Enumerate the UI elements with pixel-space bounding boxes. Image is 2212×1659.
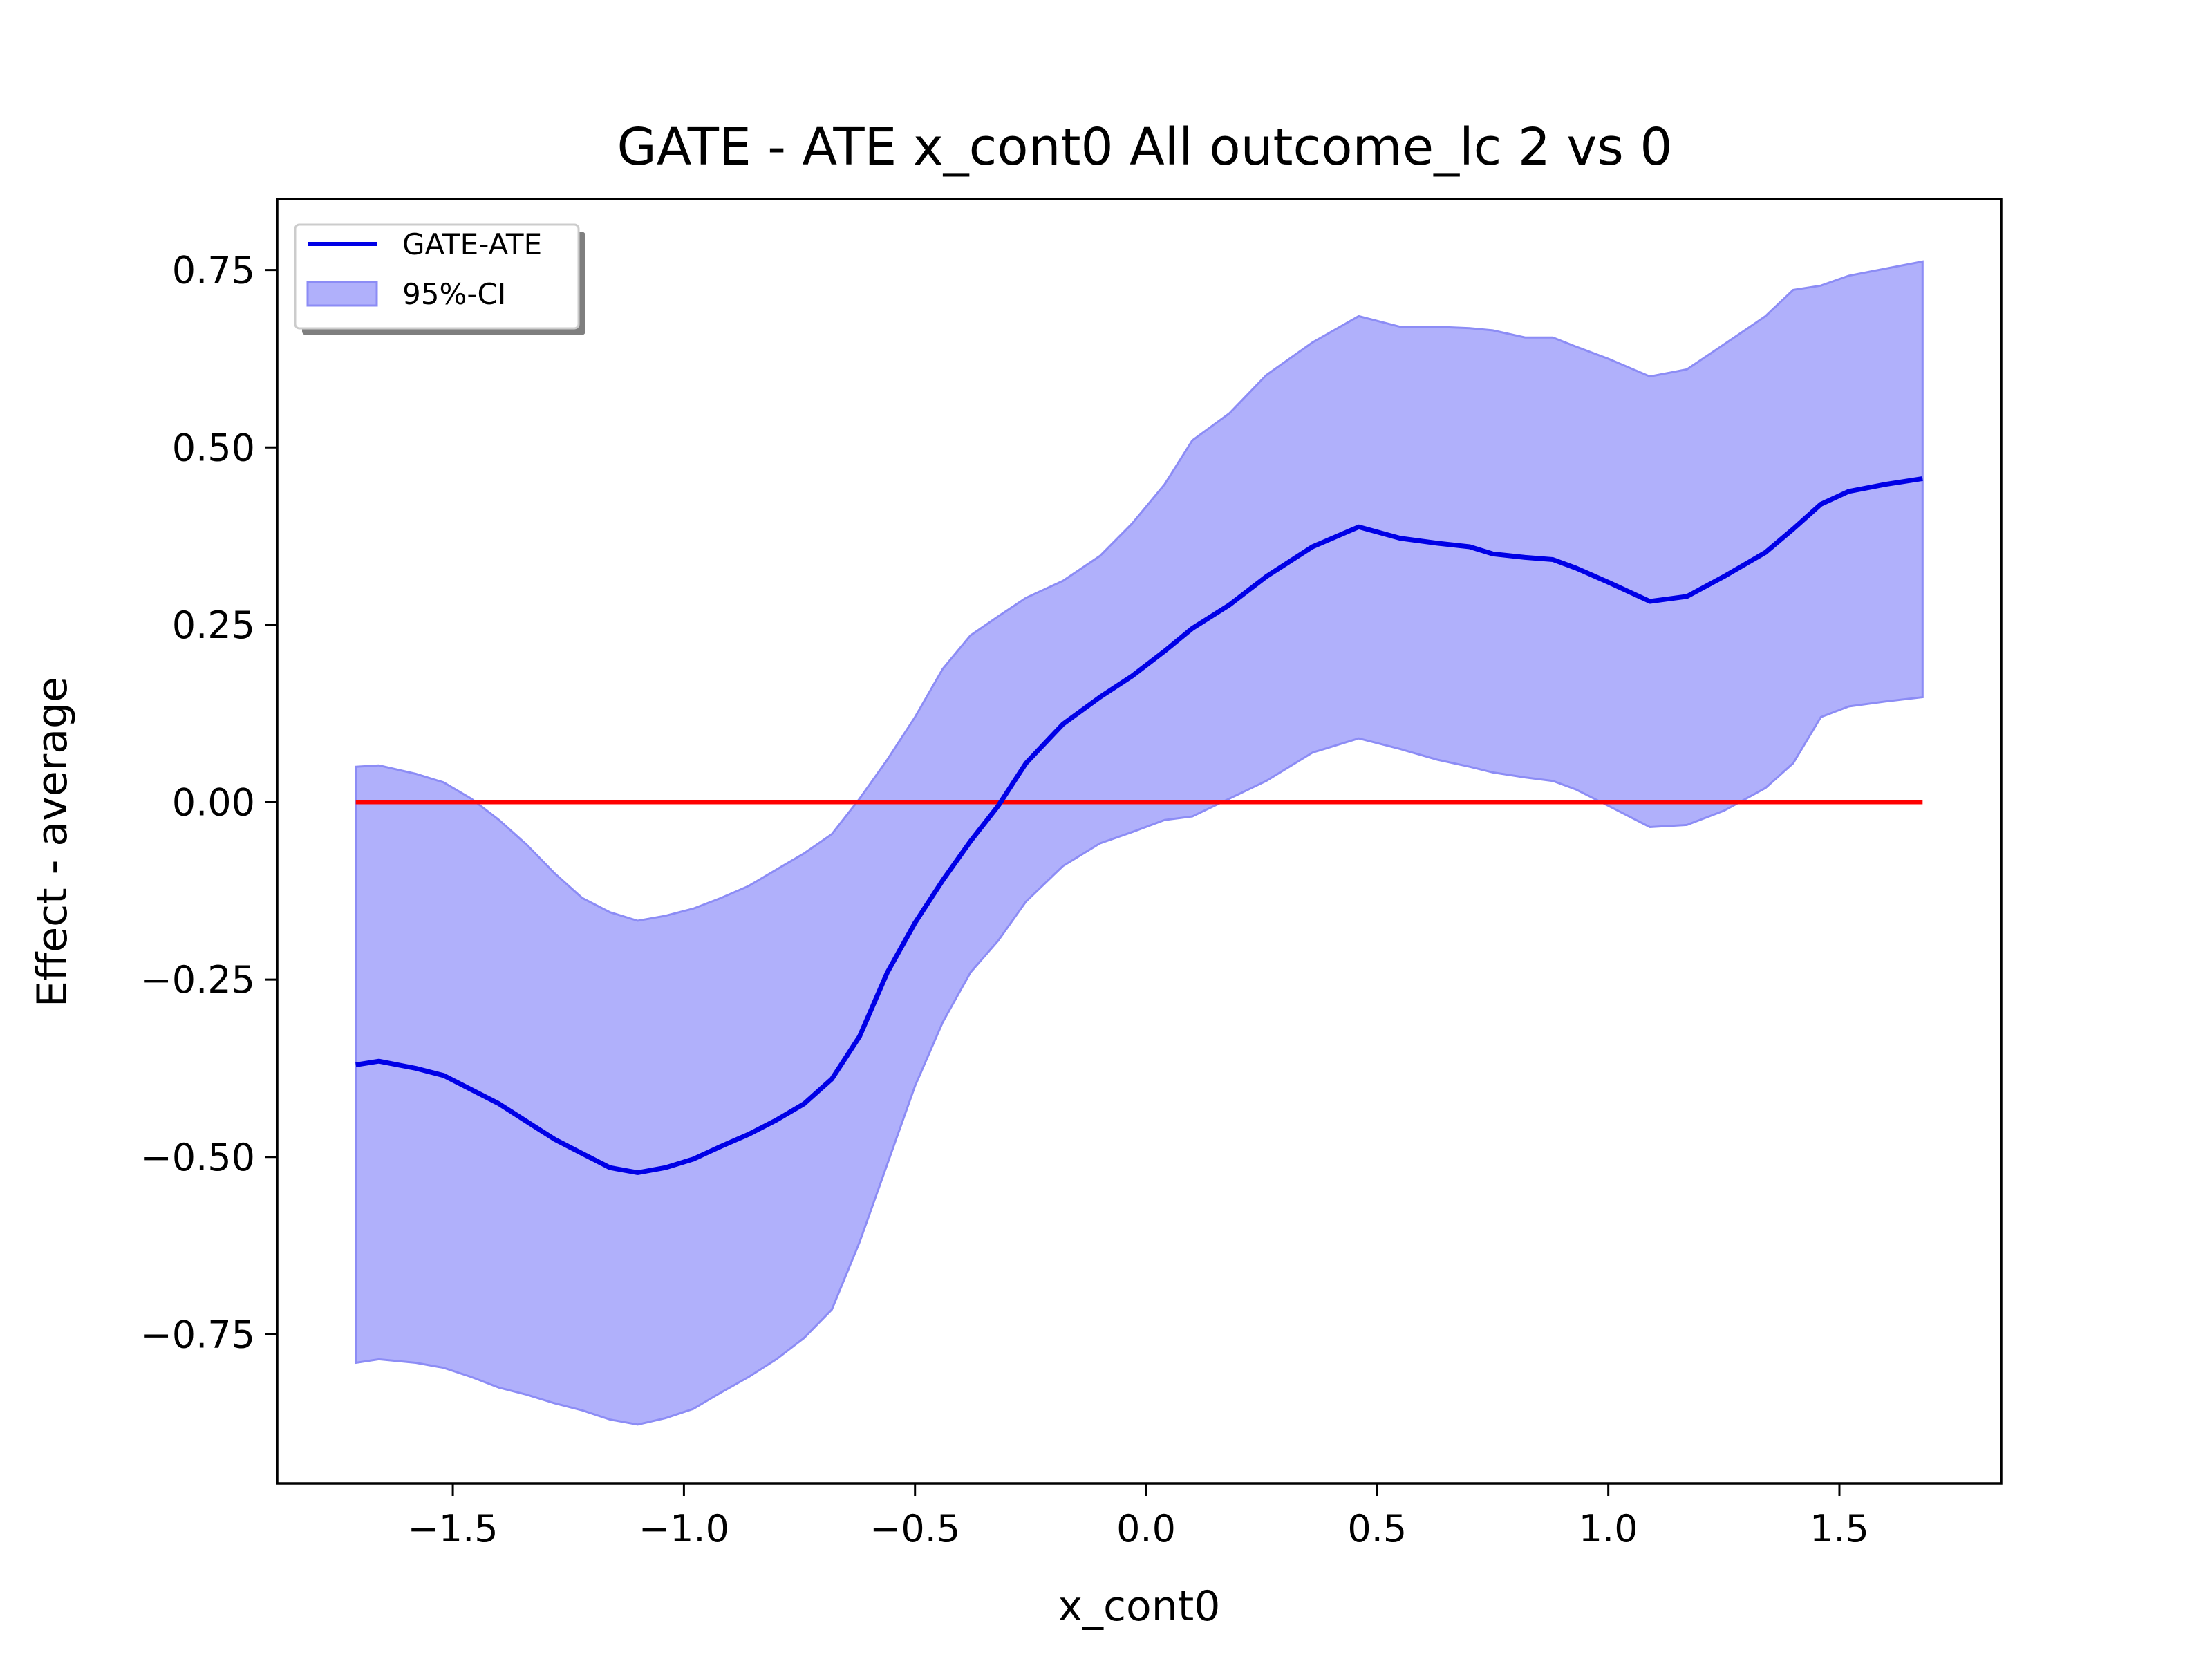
x-tick-label: −1.5 <box>408 1507 498 1550</box>
y-tick-label: 0.25 <box>172 603 255 647</box>
axis-ticks: −1.5 −1.0 −0.5 0.0 0.5 1.0 1.5 0.75 0.50 0.25 0.00… <box>141 249 1869 1550</box>
x-tick-label: 1.0 <box>1579 1507 1638 1550</box>
series-line-gate-ate <box>355 476 1923 1175</box>
y-tick-label: −0.25 <box>141 958 255 1002</box>
legend-ci-swatch <box>306 281 378 307</box>
x-tick-label: 0.0 <box>1116 1507 1176 1550</box>
plot-area <box>355 260 1924 1426</box>
x-tick-label: 0.5 <box>1347 1507 1407 1550</box>
plot-frame <box>276 198 2003 1485</box>
chart-title: GATE - ATE x_cont0 All outcome_lc 2 vs 0 <box>617 118 1673 177</box>
x-tick-label: 1.5 <box>1810 1507 1869 1550</box>
legend-label-ci: 95%-CI <box>402 277 506 311</box>
y-tick-label: 0.75 <box>172 249 255 292</box>
x-tick-label: −0.5 <box>870 1507 960 1550</box>
legend: GATE-ATE 95%-CI <box>294 223 585 335</box>
y-axis-label: Effect - average <box>28 677 77 1007</box>
y-tick-label: −0.50 <box>141 1136 255 1179</box>
x-axis-label: x_cont0 <box>1058 1582 1221 1631</box>
y-tick-label: −0.75 <box>141 1313 255 1356</box>
legend-label-gate-ate: GATE-ATE <box>402 227 542 261</box>
x-tick-label: −1.0 <box>639 1507 729 1550</box>
y-tick-label: 0.50 <box>172 426 255 469</box>
y-tick-label: 0.00 <box>172 781 255 825</box>
